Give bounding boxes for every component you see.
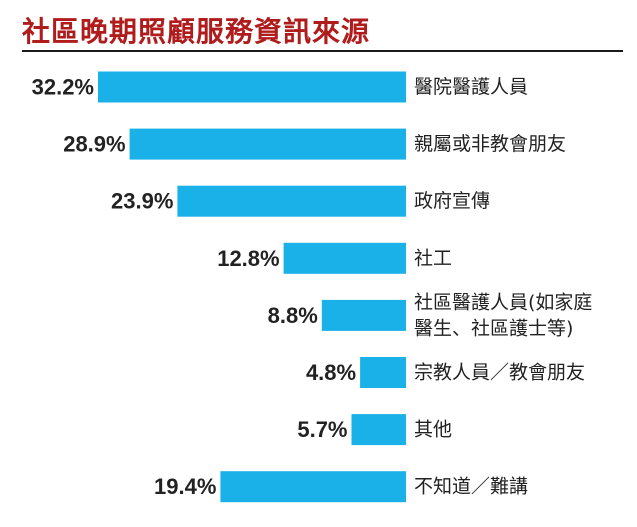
value-label-7: 19.4%: [154, 474, 216, 499]
value-label-2: 23.9%: [111, 189, 173, 214]
value-label-1: 28.9%: [63, 132, 125, 157]
bar-5: [360, 357, 406, 388]
bar-1: [129, 128, 406, 160]
bar-2: [177, 185, 406, 217]
category-label-1: 親屬或非教會朋友: [414, 133, 566, 155]
chart-title: 社區晚期照顧服務資訊來源: [22, 15, 371, 48]
category-label-7: 不知道／難講: [414, 476, 528, 498]
value-label-0: 32.2%: [32, 75, 94, 100]
bar-6: [351, 414, 406, 446]
category-label-5: 宗教人員／教會朋友: [414, 362, 585, 384]
bar-7: [220, 471, 406, 503]
value-label-5: 4.8%: [306, 360, 356, 385]
title-rule: [22, 50, 623, 52]
value-label-3: 12.8%: [217, 246, 279, 271]
category-label-2: 政府宣傳: [414, 190, 490, 212]
value-label-6: 5.7%: [297, 417, 347, 442]
category-label-4-line-0: 社區醫護人員(如家庭: [414, 291, 592, 313]
bar-3: [283, 242, 406, 274]
category-label-6: 其他: [414, 419, 452, 441]
bar-4: [321, 299, 406, 331]
category-label-4-line-1: 醫生、社區護士等): [414, 317, 573, 339]
category-label-3: 社工: [414, 247, 452, 269]
value-label-4: 8.8%: [268, 303, 318, 328]
bar-0: [98, 71, 406, 103]
category-label-0: 醫院醫護人員: [414, 76, 528, 98]
